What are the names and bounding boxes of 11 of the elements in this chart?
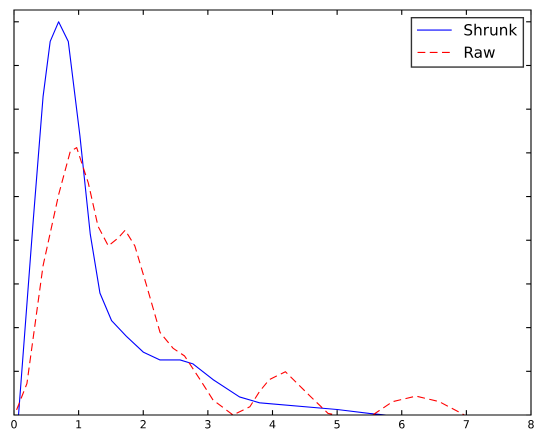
x-tick-label: 3 (205, 420, 211, 428)
x-tick-label: 4 (270, 420, 276, 428)
x-tick-label: 1 (76, 420, 82, 428)
x-tick-label: 6 (398, 420, 405, 428)
x-tick-label: 7 (464, 420, 469, 428)
x-tick-label: 5 (334, 420, 340, 428)
x-tick-label: 2 (140, 420, 146, 428)
legend-label: Raw (464, 46, 495, 58)
x-tick-label: 8 (528, 420, 534, 428)
x-tick-label: 0 (11, 420, 17, 428)
legend-label: Shrunk (464, 24, 518, 36)
